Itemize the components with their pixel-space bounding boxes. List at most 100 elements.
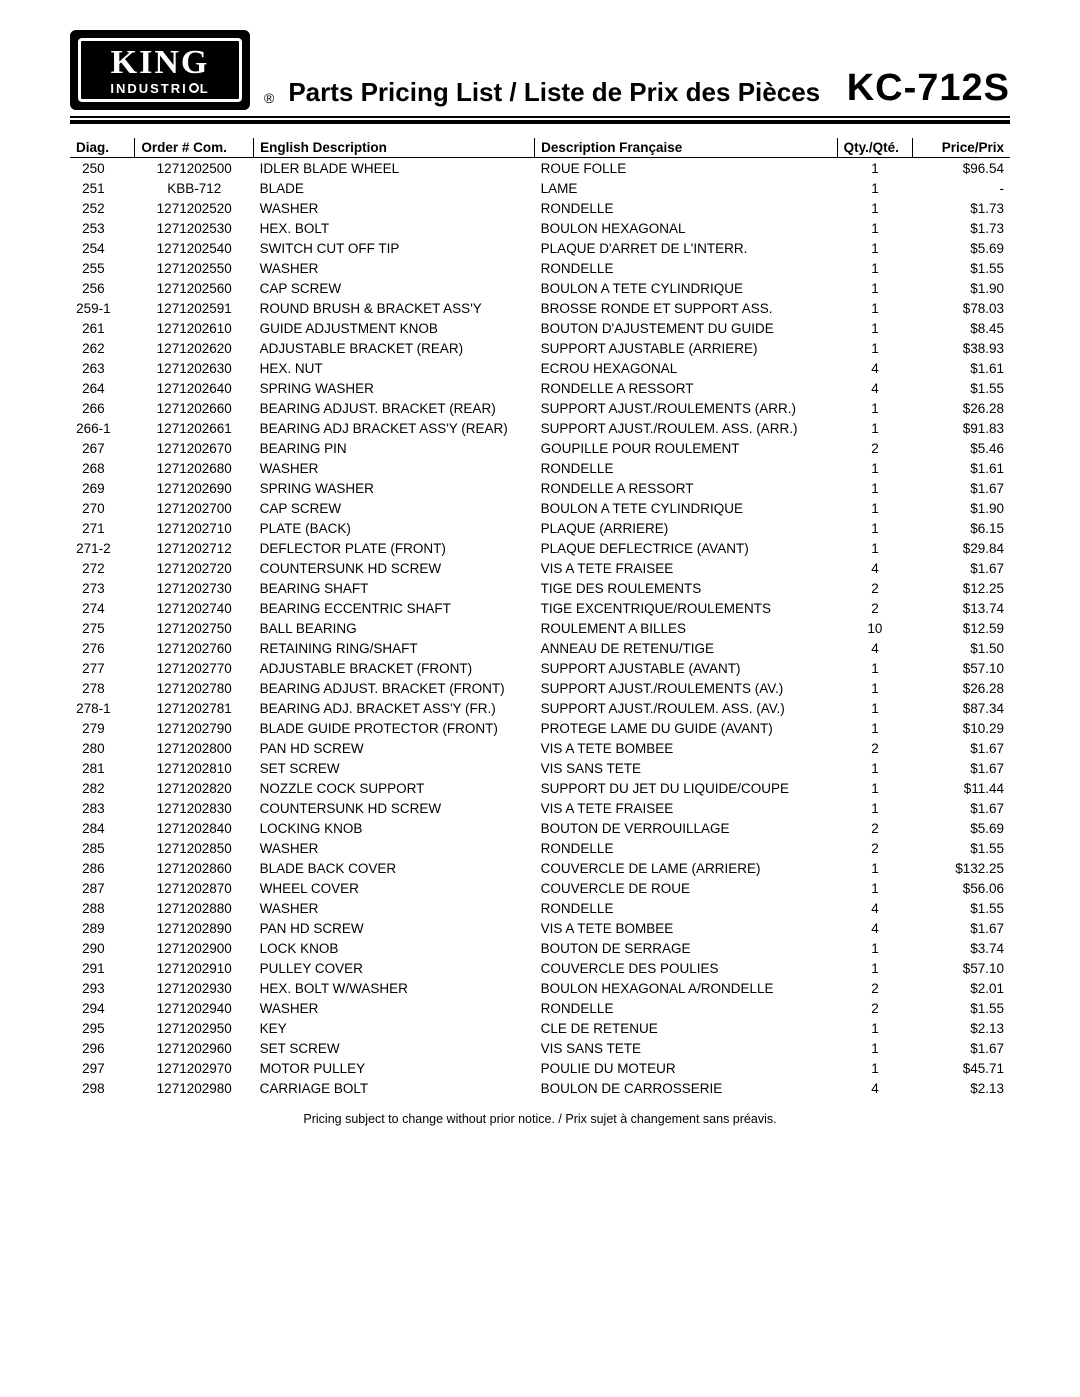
cell-fr: RONDELLE bbox=[535, 898, 837, 918]
cell-order: 1271202700 bbox=[135, 498, 254, 518]
cell-diag: 278-1 bbox=[70, 698, 135, 718]
cell-fr: RONDELLE A RESSORT bbox=[535, 478, 837, 498]
table-row: 2861271202860BLADE BACK COVERCOUVERCLE D… bbox=[70, 858, 1010, 878]
cell-fr: BOUTON D'AJUSTEMENT DU GUIDE bbox=[535, 318, 837, 338]
table-row: 2741271202740BEARING ECCENTRIC SHAFTTIGE… bbox=[70, 598, 1010, 618]
cell-order: 1271202840 bbox=[135, 818, 254, 838]
cell-en: LOCKING KNOB bbox=[254, 818, 535, 838]
cell-fr: ANNEAU DE RETENU/TIGE bbox=[535, 638, 837, 658]
table-row: 2671271202670BEARING PINGOUPILLE POUR RO… bbox=[70, 438, 1010, 458]
cell-qty: 1 bbox=[837, 758, 913, 778]
cell-qty: 4 bbox=[837, 558, 913, 578]
cell-diag: 256 bbox=[70, 278, 135, 298]
cell-price: $57.10 bbox=[913, 958, 1010, 978]
cell-price: $1.67 bbox=[913, 758, 1010, 778]
cell-fr: VIS SANS TETE bbox=[535, 758, 837, 778]
model-number: KC-712S bbox=[847, 67, 1010, 110]
cell-fr: VIS A TETE BOMBEE bbox=[535, 918, 837, 938]
registered-mark: ® bbox=[264, 90, 274, 110]
table-row: 278-11271202781BEARING ADJ. BRACKET ASS'… bbox=[70, 698, 1010, 718]
cell-diag: 289 bbox=[70, 918, 135, 938]
cell-fr: BROSSE RONDE ET SUPPORT ASS. bbox=[535, 298, 837, 318]
cell-qty: 1 bbox=[837, 658, 913, 678]
title-row: Parts Pricing List / Liste de Prix des P… bbox=[288, 67, 1010, 110]
cell-price: $2.01 bbox=[913, 978, 1010, 998]
cell-price: $91.83 bbox=[913, 418, 1010, 438]
cell-diag: 271-2 bbox=[70, 538, 135, 558]
cell-qty: 2 bbox=[837, 838, 913, 858]
cell-order: 1271202850 bbox=[135, 838, 254, 858]
cell-en: ROUND BRUSH & BRACKET ASS'Y bbox=[254, 298, 535, 318]
table-row: 2911271202910PULLEY COVERCOUVERCLE DES P… bbox=[70, 958, 1010, 978]
cell-order: 1271202560 bbox=[135, 278, 254, 298]
cell-qty: 2 bbox=[837, 578, 913, 598]
cell-en: BALL BEARING bbox=[254, 618, 535, 638]
cell-price: $2.13 bbox=[913, 1078, 1010, 1098]
cell-en: BEARING SHAFT bbox=[254, 578, 535, 598]
cell-order: 1271202680 bbox=[135, 458, 254, 478]
cell-diag: 277 bbox=[70, 658, 135, 678]
cell-order: 1271202770 bbox=[135, 658, 254, 678]
cell-qty: 1 bbox=[837, 518, 913, 538]
table-row: 2901271202900LOCK KNOBBOUTON DE SERRAGE1… bbox=[70, 938, 1010, 958]
cell-price: $1.67 bbox=[913, 1038, 1010, 1058]
cell-en: SET SCREW bbox=[254, 758, 535, 778]
cell-en: BEARING PIN bbox=[254, 438, 535, 458]
cell-fr: COUVERCLE DE ROUE bbox=[535, 878, 837, 898]
parts-table: Diag. Order # Com. English Description D… bbox=[70, 138, 1010, 1098]
table-row: 259-11271202591ROUND BRUSH & BRACKET ASS… bbox=[70, 298, 1010, 318]
cell-en: HEX. NUT bbox=[254, 358, 535, 378]
cell-diag: 250 bbox=[70, 158, 135, 179]
cell-en: WHEEL COVER bbox=[254, 878, 535, 898]
cell-diag: 295 bbox=[70, 1018, 135, 1038]
cell-fr: SUPPORT AJUST./ROULEMENTS (AV.) bbox=[535, 678, 837, 698]
cell-qty: 1 bbox=[837, 1058, 913, 1078]
cell-price: $12.25 bbox=[913, 578, 1010, 598]
cell-qty: 1 bbox=[837, 218, 913, 238]
cell-diag: 261 bbox=[70, 318, 135, 338]
cell-diag: 281 bbox=[70, 758, 135, 778]
cell-price: $1.55 bbox=[913, 898, 1010, 918]
cell-en: WASHER bbox=[254, 458, 535, 478]
table-row: 2751271202750BALL BEARINGROULEMENT A BIL… bbox=[70, 618, 1010, 638]
table-row: 2881271202880WASHERRONDELLE4$1.55 bbox=[70, 898, 1010, 918]
cell-price: $1.67 bbox=[913, 478, 1010, 498]
table-row: 2831271202830COUNTERSUNK HD SCREWVIS A T… bbox=[70, 798, 1010, 818]
cell-price: $1.90 bbox=[913, 278, 1010, 298]
table-row: 2811271202810SET SCREWVIS SANS TETE1$1.6… bbox=[70, 758, 1010, 778]
cell-qty: 1 bbox=[837, 498, 913, 518]
cell-fr: VIS A TETE BOMBEE bbox=[535, 738, 837, 758]
table-row: 2851271202850WASHERRONDELLE2$1.55 bbox=[70, 838, 1010, 858]
logo-text-top: KING bbox=[111, 46, 210, 80]
cell-fr: PROTEGE LAME DU GUIDE (AVANT) bbox=[535, 718, 837, 738]
cell-order: 1271202890 bbox=[135, 918, 254, 938]
cell-order: 1271202960 bbox=[135, 1038, 254, 1058]
cell-price: $132.25 bbox=[913, 858, 1010, 878]
cell-qty: 2 bbox=[837, 978, 913, 998]
cell-order: 1271202970 bbox=[135, 1058, 254, 1078]
cell-order: 1271202781 bbox=[135, 698, 254, 718]
cell-price: $11.44 bbox=[913, 778, 1010, 798]
cell-fr: RONDELLE A RESSORT bbox=[535, 378, 837, 398]
cell-fr: BOUTON DE VERROUILLAGE bbox=[535, 818, 837, 838]
cell-en: BEARING ADJ BRACKET ASS'Y (REAR) bbox=[254, 418, 535, 438]
table-row: 266-11271202661BEARING ADJ BRACKET ASS'Y… bbox=[70, 418, 1010, 438]
cell-en: WASHER bbox=[254, 898, 535, 918]
cell-qty: 4 bbox=[837, 1078, 913, 1098]
cell-qty: 1 bbox=[837, 238, 913, 258]
header-rule bbox=[70, 116, 1010, 124]
table-row: 2561271202560CAP SCREWBOULON A TETE CYLI… bbox=[70, 278, 1010, 298]
cell-diag: 274 bbox=[70, 598, 135, 618]
table-row: 2531271202530HEX. BOLTBOULON HEXAGONAL1$… bbox=[70, 218, 1010, 238]
table-row: 2521271202520WASHERRONDELLE1$1.73 bbox=[70, 198, 1010, 218]
cell-order: 1271202780 bbox=[135, 678, 254, 698]
cell-qty: 4 bbox=[837, 358, 913, 378]
cell-price: $1.67 bbox=[913, 738, 1010, 758]
cell-diag: 278 bbox=[70, 678, 135, 698]
cell-order: 1271202910 bbox=[135, 958, 254, 978]
cell-en: CARRIAGE BOLT bbox=[254, 1078, 535, 1098]
logo-text-bottom: INDUSTRIL bbox=[110, 82, 209, 95]
cell-qty: 2 bbox=[837, 598, 913, 618]
table-row: 2871271202870WHEEL COVERCOUVERCLE DE ROU… bbox=[70, 878, 1010, 898]
cell-price: $38.93 bbox=[913, 338, 1010, 358]
